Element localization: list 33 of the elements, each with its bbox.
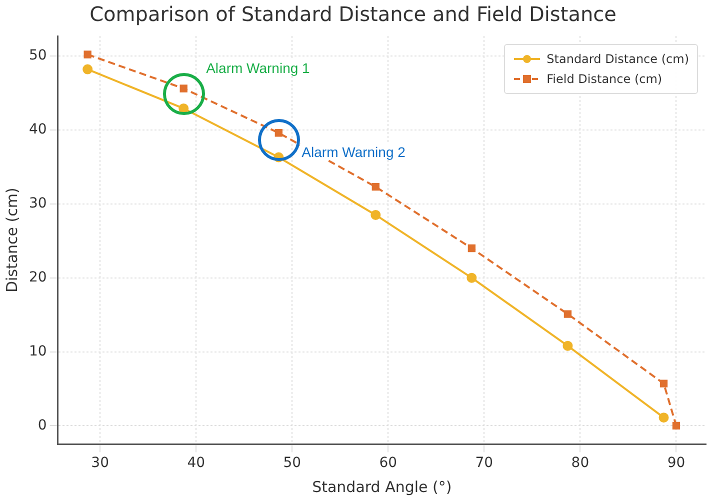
- x-tick-label: 50: [283, 455, 302, 472]
- point: [274, 129, 283, 137]
- point: [562, 340, 573, 351]
- x-axis-title: Standard Angle (°): [312, 478, 452, 496]
- point: [82, 64, 93, 74]
- x-tick-label: 90: [667, 455, 686, 472]
- x-tick-label: 30: [91, 455, 109, 472]
- point: [466, 272, 477, 283]
- point: [564, 310, 572, 318]
- y-tick-label: 40: [28, 122, 47, 138]
- point: [660, 380, 668, 388]
- x-tick-label: 60: [379, 455, 398, 472]
- legend-label: Field Distance (cm): [546, 71, 662, 88]
- point: [84, 50, 92, 58]
- point: [658, 412, 669, 423]
- point: [372, 183, 380, 191]
- point: [370, 210, 381, 220]
- chart-title: Comparison of Standard Distance and Field Distance: [90, 2, 616, 26]
- y-axis-title: Distance (cm): [2, 188, 21, 293]
- y-tick-label: 50: [28, 48, 47, 64]
- y-tick-label: 20: [28, 269, 47, 286]
- y-tick-label: 30: [28, 196, 47, 212]
- legend-label: Standard Distance (cm): [546, 51, 689, 68]
- annotation: Alarm Warning 2: [300, 144, 408, 160]
- x-tick-label: 40: [187, 455, 206, 472]
- x-tick-label: 70: [475, 455, 494, 472]
- annotation: Alarm Warning 1: [204, 60, 312, 76]
- x-tick-label: 80: [571, 455, 590, 472]
- point: [672, 422, 680, 430]
- point: [180, 84, 188, 92]
- point: [468, 244, 476, 252]
- y-tick-label: 10: [28, 343, 47, 360]
- y-tick-label: 0: [38, 417, 47, 434]
